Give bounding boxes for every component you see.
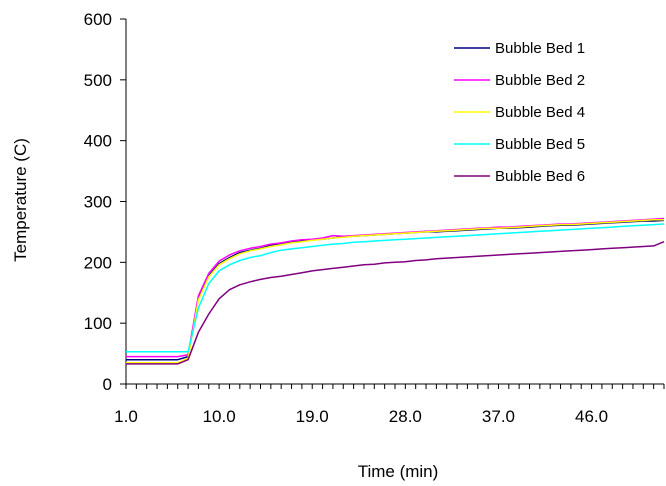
series-line-5 — [126, 241, 665, 365]
y-tick-label: 400 — [84, 132, 112, 151]
x-tick-label: 46.0 — [575, 407, 608, 426]
y-tick-label: 100 — [84, 314, 112, 333]
y-tick-label: 200 — [84, 253, 112, 272]
y-tick-label: 600 — [84, 10, 112, 29]
legend: Bubble Bed 1 Bubble Bed 2 Bubble Bed 4 Bubb… — [454, 40, 585, 185]
legend-label: Bubble Bed 6 — [495, 168, 585, 185]
y-tick-label: 300 — [84, 193, 112, 212]
legend-label: Bubble Bed 4 — [495, 104, 585, 121]
x-tick-label: 28.0 — [389, 407, 422, 426]
x-axis-title: Time (min) — [358, 462, 439, 481]
legend-label: Bubble Bed 1 — [495, 40, 585, 57]
y-tick-label: 0 — [103, 375, 112, 394]
x-tick-label: 37.0 — [482, 407, 515, 426]
legend-label: Bubble Bed 2 — [495, 72, 585, 89]
x-tick-label: 19.0 — [296, 407, 329, 426]
tick-labels: 0 100 200 300 400 500 600 1.0 10.0 19.0 28.0 37.0 46… — [84, 10, 608, 426]
x-tick-label: 10.0 — [203, 407, 236, 426]
series-line-4 — [126, 223, 665, 353]
y-tick-label: 500 — [84, 71, 112, 90]
series-line-3 — [126, 219, 664, 364]
legend-label: Bubble Bed 5 — [495, 136, 585, 153]
axes — [120, 18, 665, 389]
y-axis-title: Temperature (C) — [11, 138, 30, 262]
series-lines — [126, 217, 665, 365]
x-tick-label: 1.0 — [114, 407, 138, 426]
